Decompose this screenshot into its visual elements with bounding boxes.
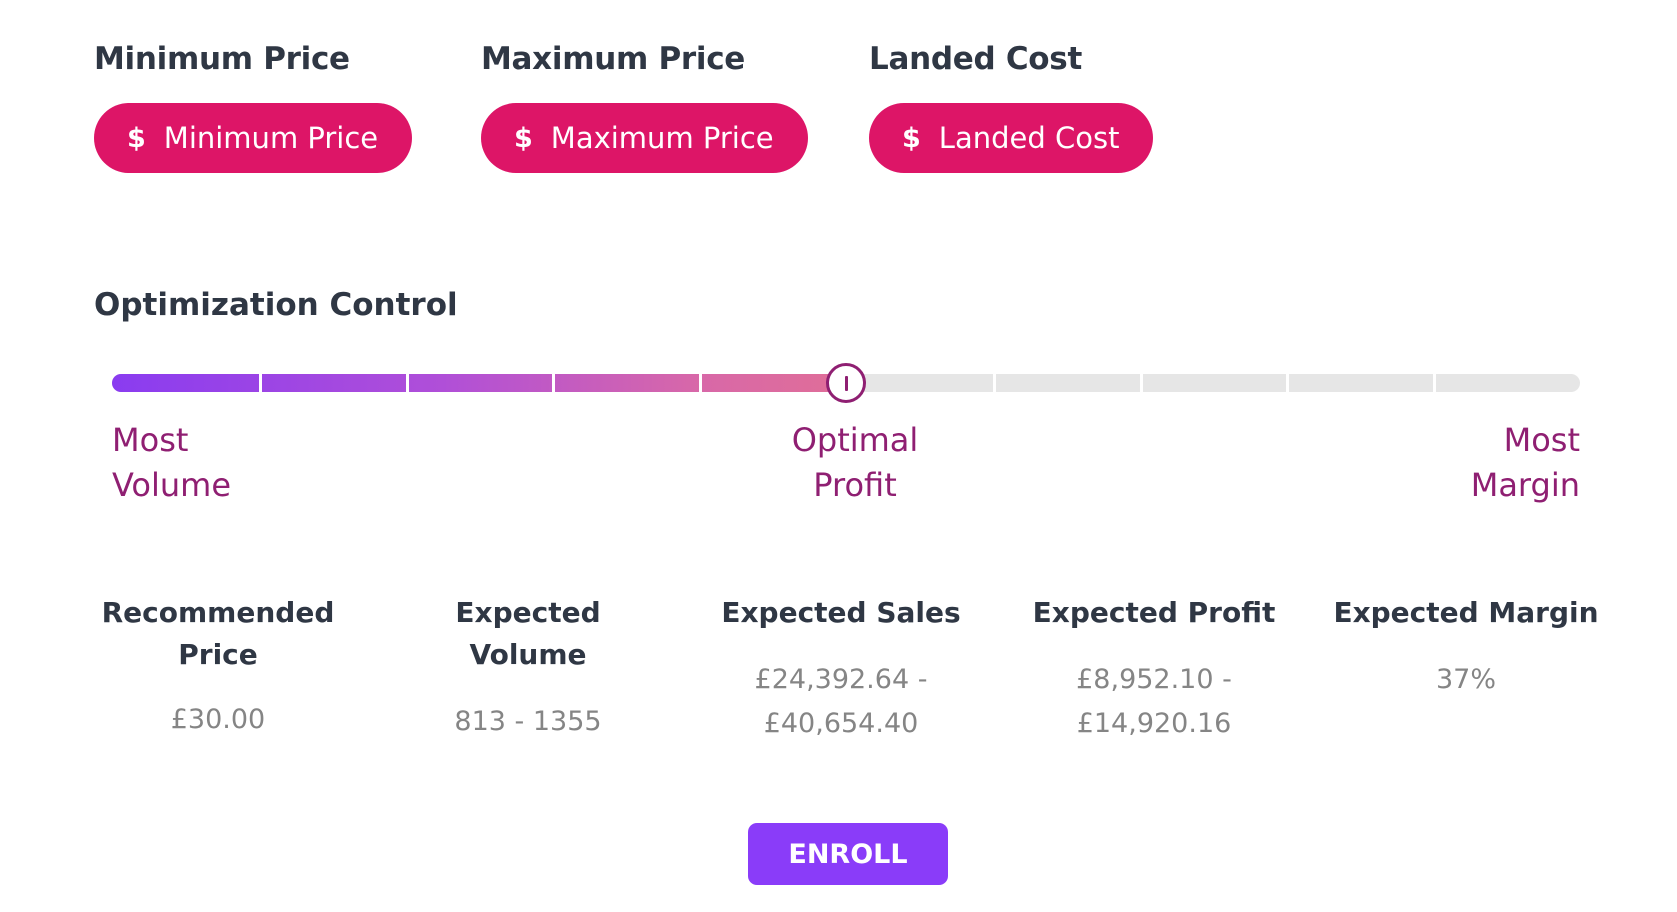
metric-value: £24,392.64 - £40,654.40: [754, 664, 928, 739]
optimization-slider[interactable]: [112, 363, 1580, 403]
slider-label-most-volume-text: Most Volume: [112, 421, 232, 504]
metric-title: Expected Sales: [721, 596, 961, 629]
maximum-price-placeholder: Maximum Price: [550, 121, 774, 155]
slider-tick: [552, 374, 556, 392]
maximum-price-input[interactable]: $ Maximum Price: [481, 103, 808, 173]
slider-tick: [1139, 374, 1143, 392]
expected-volume-metric: Expected Volume 813 - 1355: [398, 592, 658, 744]
slider-thumb[interactable]: [826, 363, 866, 403]
minimum-price-group: Minimum Price $ Minimum Price: [94, 36, 413, 173]
slider-tick: [258, 374, 262, 392]
dollar-icon: $: [514, 122, 533, 154]
landed-cost-placeholder: Landed Cost: [938, 121, 1120, 155]
recommended-price-metric: Recommended Price £30.00: [100, 592, 336, 742]
minimum-price-placeholder: Minimum Price: [163, 121, 379, 155]
maximum-price-label: Maximum Price: [481, 41, 745, 77]
slider-tick: [1433, 374, 1437, 392]
slider-tick: [992, 374, 996, 392]
landed-cost-label: Landed Cost: [869, 41, 1082, 77]
slider-tick: [1286, 374, 1290, 392]
slider-label-optimal-profit: Optimal Profit: [790, 418, 920, 508]
metric-title: Expected Volume: [455, 596, 601, 671]
metric-title: Recommended Price: [101, 596, 335, 671]
slider-tick: [699, 374, 703, 392]
metric-value: £30.00: [170, 704, 266, 735]
grip-icon: [845, 376, 848, 391]
metric-value: 813 - 1355: [454, 706, 602, 737]
metric-title: Expected Margin: [1333, 596, 1599, 629]
expected-sales-metric: Expected Sales £24,392.64 - £40,654.40: [718, 592, 964, 746]
expected-profit-metric: Expected Profit £8,952.10 - £14,920.16: [1003, 592, 1305, 746]
slider-fill: [112, 374, 846, 392]
minimum-price-label: Minimum Price: [94, 41, 350, 77]
landed-cost-group: Landed Cost $ Landed Cost: [869, 36, 1154, 173]
dollar-icon: $: [902, 122, 921, 154]
optimization-control-title: Optimization Control: [94, 287, 458, 323]
metric-title: Expected Profit: [1032, 596, 1276, 629]
minimum-price-input[interactable]: $ Minimum Price: [94, 103, 413, 173]
metric-value: 37%: [1435, 664, 1496, 695]
slider-label-optimal-profit-text: Optimal Profit: [791, 421, 919, 504]
slider-label-most-margin: Most Margin: [1471, 418, 1580, 508]
dollar-icon: $: [127, 122, 146, 154]
slider-tick: [405, 374, 409, 392]
expected-margin-metric: Expected Margin 37%: [1333, 592, 1599, 702]
landed-cost-input[interactable]: $ Landed Cost: [869, 103, 1154, 173]
maximum-price-group: Maximum Price $ Maximum Price: [481, 36, 808, 173]
enroll-button[interactable]: ENROLL: [748, 823, 948, 885]
metric-value: £8,952.10 - £14,920.16: [1076, 664, 1232, 739]
slider-label-most-margin-text: Most Margin: [1470, 421, 1580, 504]
slider-label-most-volume: Most Volume: [112, 418, 231, 508]
